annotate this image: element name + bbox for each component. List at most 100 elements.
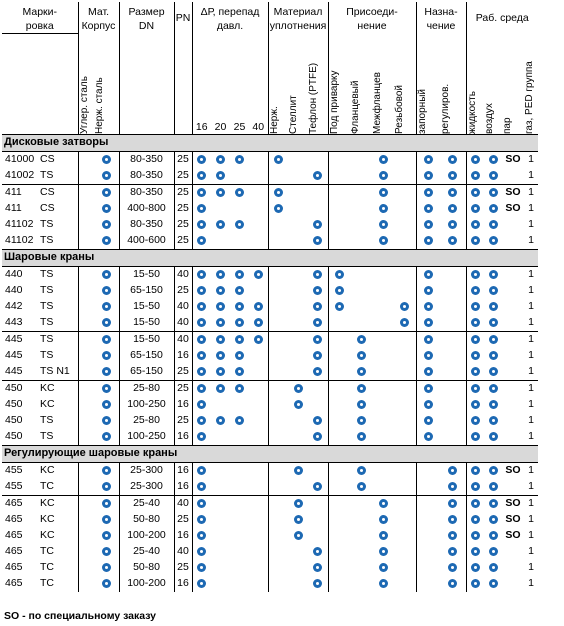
table-cell: 25-40 xyxy=(118,543,174,560)
table-cell xyxy=(372,576,394,592)
table-cell xyxy=(267,575,288,592)
table-cell xyxy=(484,512,502,528)
subheader-dp-label: 40 xyxy=(252,120,265,133)
dot-icon xyxy=(235,285,244,295)
table-cell xyxy=(394,479,416,496)
table-row: 445 TS N1 65-150 25 1 xyxy=(2,363,538,381)
dot-icon xyxy=(378,578,388,588)
table-cell xyxy=(440,397,466,413)
table-cell: 25 xyxy=(173,232,192,249)
table-cell xyxy=(288,544,308,560)
dot-icon xyxy=(216,334,225,344)
table-cell xyxy=(191,428,211,445)
table-cell xyxy=(465,216,484,233)
subheader-label: Углер. сталь xyxy=(78,75,90,134)
table-cell xyxy=(211,512,230,528)
table-cell: 1 xyxy=(528,333,534,345)
table-cell: 445 xyxy=(5,365,23,377)
table-cell: 16 xyxy=(173,428,192,445)
table-cell xyxy=(308,397,328,413)
dot-icon xyxy=(448,235,458,245)
table-cell xyxy=(230,495,249,512)
subheader-label: пар xyxy=(502,116,513,134)
table-cell: 1 xyxy=(528,497,534,509)
subheader-label: Межфланцев xyxy=(372,71,383,134)
table-row: 41102 TS 400-600 25 1 xyxy=(2,232,538,250)
table-cell xyxy=(267,232,288,249)
dot-icon xyxy=(313,431,323,441)
table-cell xyxy=(415,331,440,348)
table-cell xyxy=(230,413,249,429)
table-row: 465 TC 50-80 25 1 xyxy=(2,559,538,576)
table-cell xyxy=(502,560,524,576)
table-cell xyxy=(484,233,502,250)
table-cell xyxy=(502,544,524,560)
table-cell xyxy=(327,396,350,413)
table-cell xyxy=(465,151,484,168)
table-cell xyxy=(415,363,440,380)
table-cell xyxy=(502,266,524,283)
table-cell xyxy=(94,380,119,397)
table-cell xyxy=(465,184,484,201)
dot-icon xyxy=(273,203,283,213)
table-cell: 25-300 xyxy=(118,478,174,495)
table-cell xyxy=(211,168,230,185)
table-cell: 65-150 xyxy=(118,363,174,380)
table-cell xyxy=(211,364,230,381)
table-cell xyxy=(249,184,268,201)
dot-icon xyxy=(378,235,388,245)
table-cell xyxy=(77,543,94,560)
table-cell xyxy=(394,331,416,348)
table-cell xyxy=(440,429,466,446)
table-cell xyxy=(94,413,119,429)
table-cell: 25 xyxy=(173,184,192,201)
subheader-cell: Фланцевый xyxy=(350,34,372,135)
table-cell xyxy=(484,364,502,381)
table-cell xyxy=(327,184,350,201)
table-cell xyxy=(484,266,502,283)
subheader-cell: воздух xyxy=(484,34,502,135)
table-cell xyxy=(249,512,268,528)
table-cell xyxy=(372,413,394,429)
table-cell xyxy=(288,315,308,332)
table-cell xyxy=(484,151,502,168)
dot-icon xyxy=(313,285,323,295)
table-cell xyxy=(350,315,372,332)
table-cell xyxy=(249,397,268,413)
table-cell xyxy=(372,168,394,185)
dot-icon xyxy=(423,170,433,180)
table-cell xyxy=(249,233,268,250)
dot-icon xyxy=(470,578,480,588)
dot-icon xyxy=(470,154,480,164)
table-cell: 1 xyxy=(528,398,534,410)
dot-icon xyxy=(448,170,458,180)
dot-icon xyxy=(470,481,480,491)
dot-icon xyxy=(313,415,323,425)
dot-icon xyxy=(253,317,263,327)
table-cell xyxy=(484,462,502,479)
dot-icon xyxy=(423,334,433,344)
table-cell xyxy=(350,413,372,429)
dot-icon xyxy=(293,465,303,475)
dot-icon xyxy=(448,514,458,524)
table-cell xyxy=(440,266,466,283)
table-cell xyxy=(350,495,372,512)
dot-icon xyxy=(423,431,433,441)
table-cell xyxy=(230,348,249,364)
table-cell xyxy=(267,347,288,364)
table-cell: 465 xyxy=(5,577,23,589)
table-cell xyxy=(440,299,466,315)
table-cell: 455 xyxy=(5,464,23,476)
table-cell xyxy=(372,462,394,479)
table-cell xyxy=(211,380,230,397)
table-cell xyxy=(191,151,211,168)
dot-icon xyxy=(488,431,498,441)
table-cell xyxy=(230,299,249,315)
table-cell xyxy=(211,560,230,576)
dot-icon xyxy=(197,415,207,425)
subheader-cell: Межфланцев xyxy=(372,34,394,135)
header-pn: PN xyxy=(173,2,192,34)
subheader-dp-label: 16 xyxy=(195,120,208,133)
table-cell xyxy=(211,184,230,201)
dot-icon xyxy=(197,465,207,475)
